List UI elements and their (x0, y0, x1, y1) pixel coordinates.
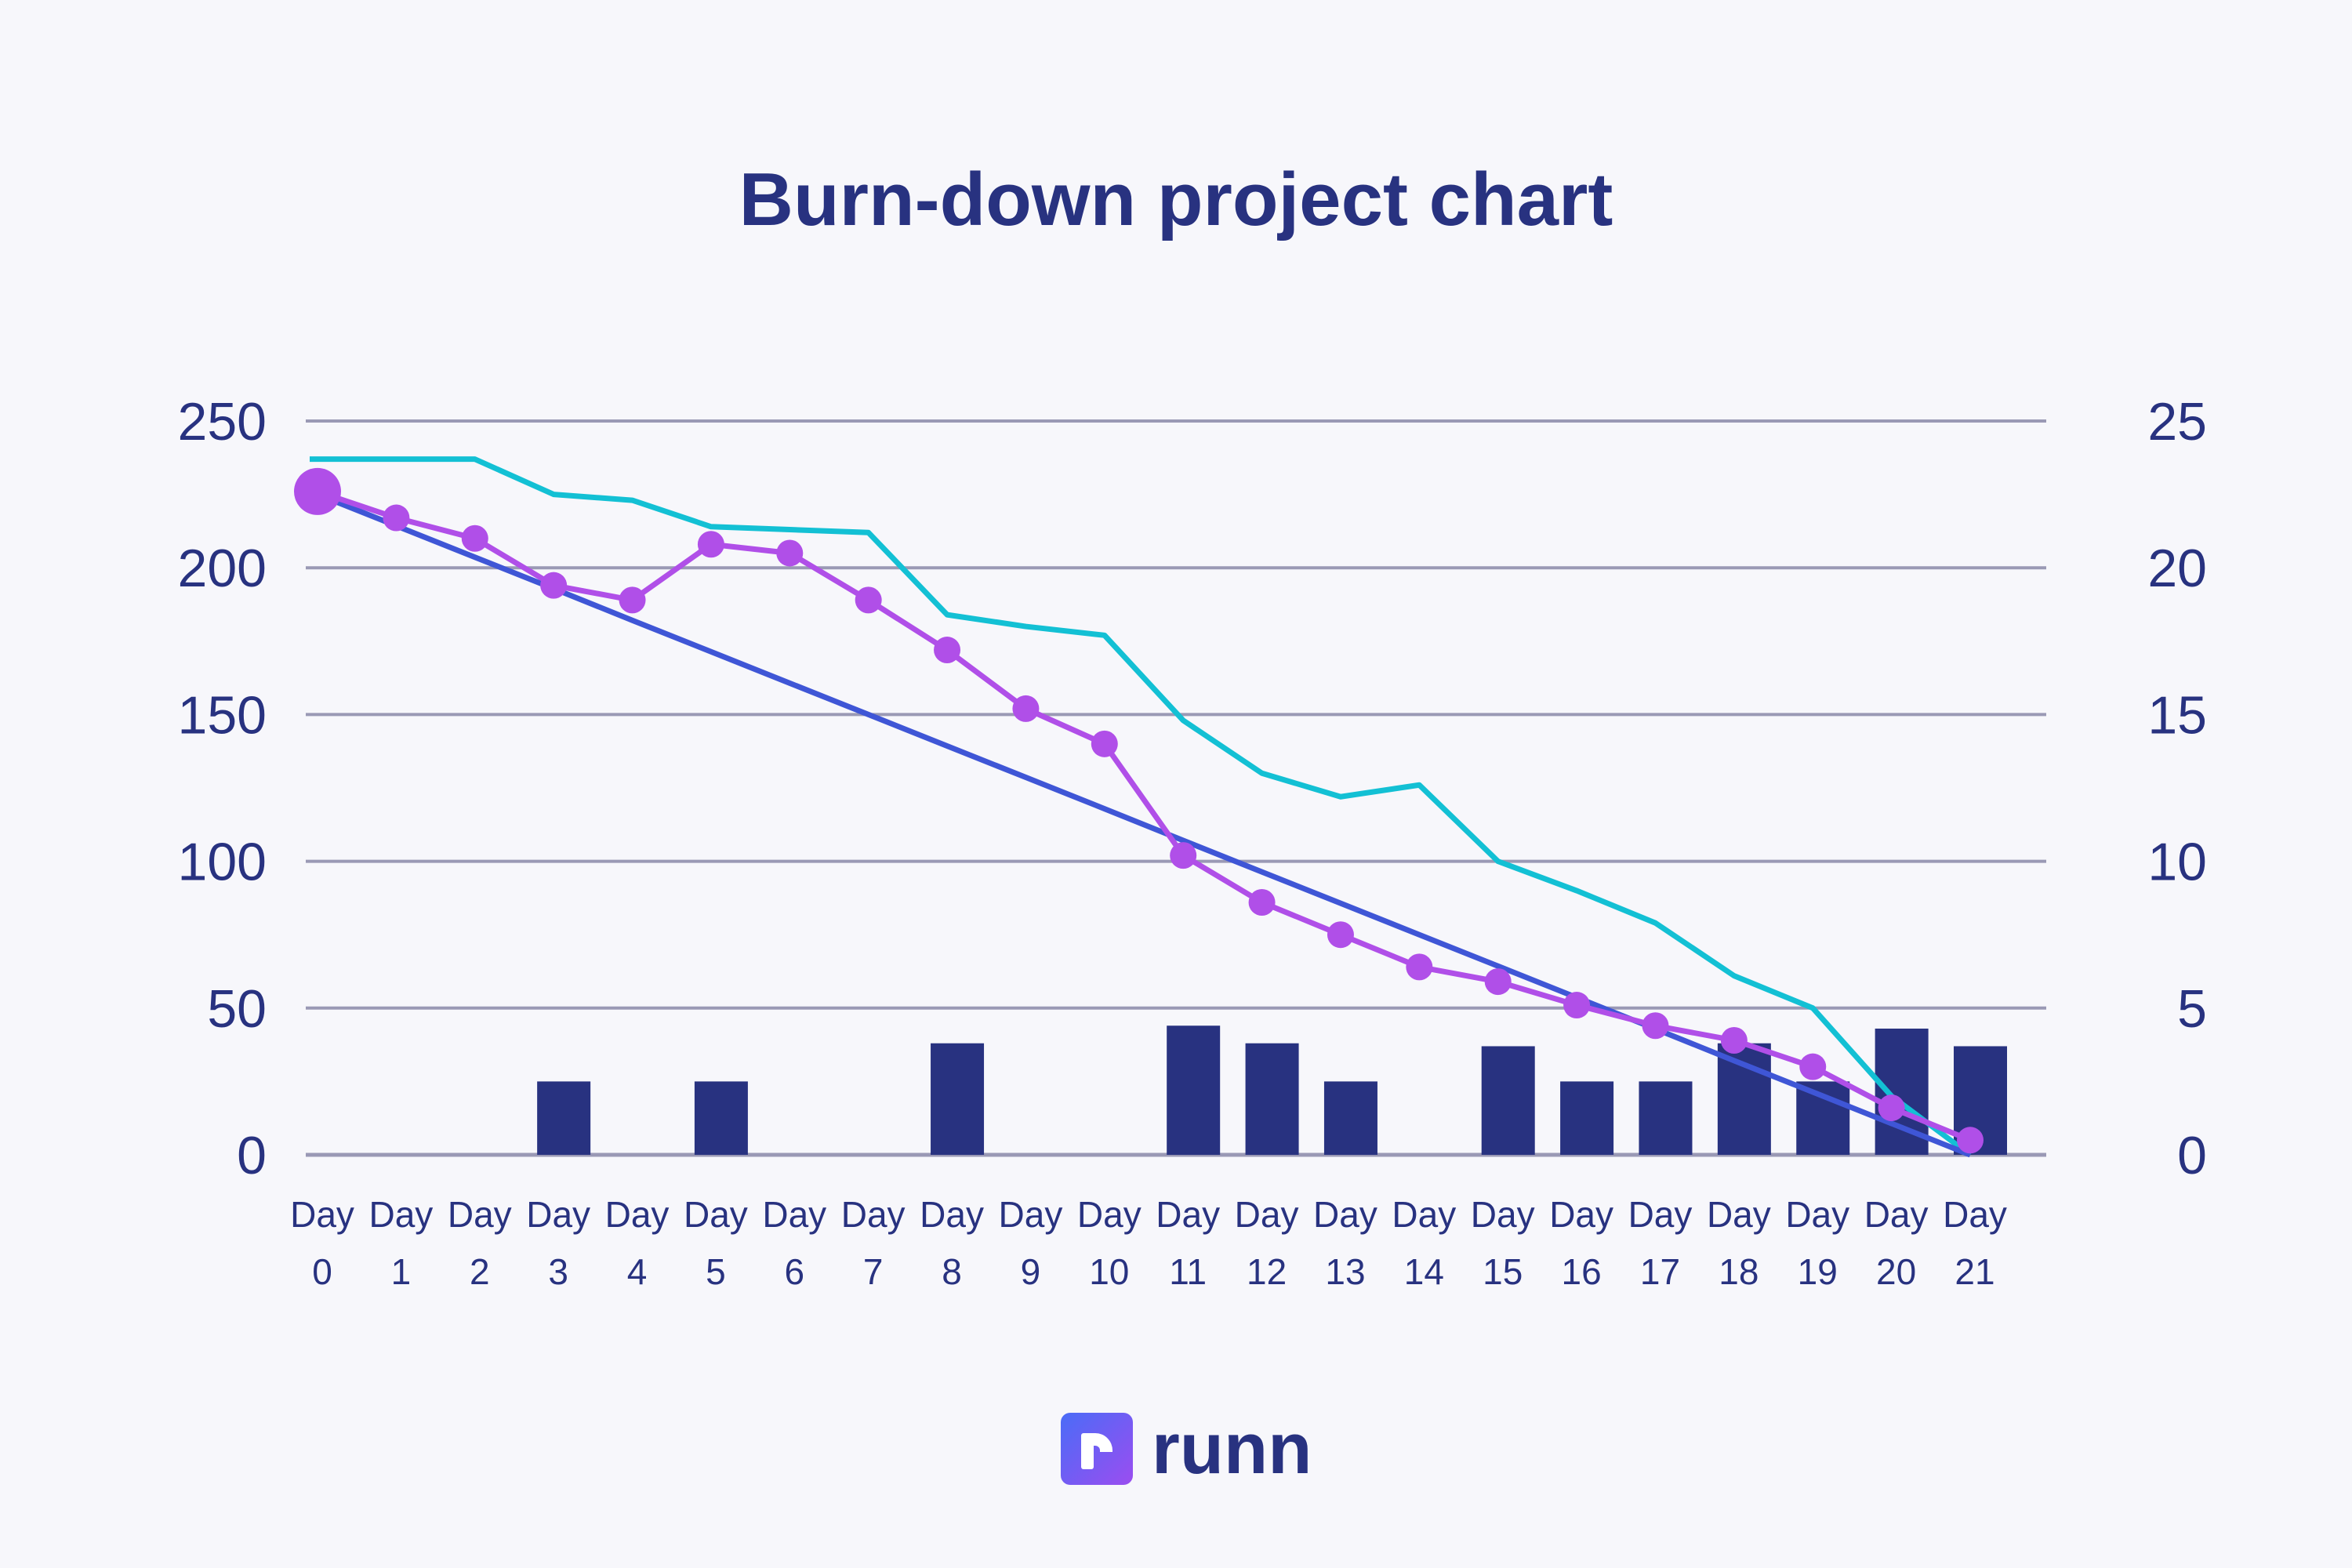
x-tick-label: Day 5 (684, 1194, 748, 1292)
y-right-tick-label: 0 (2177, 1126, 2207, 1185)
data-point (1878, 1094, 1905, 1122)
bar (1639, 1081, 1693, 1155)
x-tick-label: Day 4 (605, 1194, 670, 1292)
x-tick-label: Day 6 (762, 1194, 826, 1292)
series-line (310, 456, 1973, 1157)
data-point (697, 531, 724, 558)
bar (1245, 1043, 1299, 1155)
bar (1796, 1081, 1850, 1155)
data-point (1012, 695, 1040, 722)
y-right-tick-label: 20 (2147, 539, 2207, 598)
x-tick-label: Day 8 (920, 1194, 984, 1292)
bars-series (537, 1025, 2007, 1155)
x-tick-label: Day 12 (1235, 1194, 1299, 1292)
x-tick-label: Day 13 (1313, 1194, 1377, 1292)
y-left-tick-label: 250 (178, 392, 267, 452)
x-tick-label: Day 17 (1628, 1194, 1693, 1292)
runn-logo: runn (1061, 1411, 1312, 1486)
data-point (383, 504, 410, 532)
bar (537, 1081, 591, 1155)
y-left-tick-label: 50 (207, 979, 267, 1039)
data-point (1720, 1026, 1748, 1054)
bar (1323, 1081, 1377, 1155)
data-point (1248, 889, 1276, 916)
series-line (316, 488, 1972, 1143)
data-point (1170, 842, 1197, 869)
x-tick-label: Day 21 (1943, 1194, 2007, 1292)
data-point (540, 572, 568, 599)
y-left-tick-label: 0 (237, 1126, 267, 1185)
x-tick-label: Day 2 (448, 1194, 512, 1292)
x-tick-label: Day 11 (1156, 1194, 1220, 1292)
data-point (1091, 730, 1118, 757)
x-tick-label: Day 14 (1392, 1194, 1456, 1292)
x-tick-label: Day 10 (1077, 1194, 1142, 1292)
data-point (1484, 968, 1512, 996)
series-line (316, 492, 1972, 1158)
y-left-tick-label: 150 (178, 685, 267, 745)
y-right-tick-label: 10 (2147, 833, 2207, 892)
y-right-tick-label: 15 (2147, 685, 2207, 745)
data-point (1799, 1053, 1827, 1080)
x-tick-label: Day 0 (290, 1194, 354, 1292)
bar (694, 1081, 748, 1155)
x-tick-label: Day 1 (368, 1194, 433, 1292)
y-left-tick-label: 200 (178, 539, 267, 598)
logo-text: runn (1152, 1409, 1312, 1489)
y-axis-right: 0 5 10 15 20 25 (2147, 392, 2207, 1185)
data-point (294, 467, 341, 515)
x-tick-label: Day 16 (1549, 1194, 1613, 1292)
bar (1167, 1025, 1221, 1155)
chart-title: Burn-down project chart (739, 158, 1613, 241)
data-point (619, 586, 646, 614)
y-axis-left: 0 50 100 150 200 250 (178, 392, 267, 1185)
x-tick-label: Day 7 (841, 1194, 906, 1292)
x-tick-label: Day 3 (526, 1194, 590, 1292)
x-tick-label: Day 18 (1707, 1194, 1771, 1292)
y-left-tick-label: 100 (178, 833, 267, 892)
data-point (1957, 1127, 1984, 1154)
data-point (776, 539, 804, 567)
data-point (1406, 953, 1433, 981)
x-tick-label: Day 9 (999, 1194, 1063, 1292)
bar (1481, 1046, 1535, 1155)
data-point (855, 586, 882, 614)
runn-logo-icon (1061, 1413, 1133, 1485)
x-tick-label: Day 15 (1471, 1194, 1535, 1292)
x-tick-label: Day 20 (1864, 1194, 1929, 1292)
lines-series (294, 456, 1984, 1158)
x-tick-label: Day 19 (1785, 1194, 1849, 1292)
data-point (1563, 992, 1591, 1019)
y-right-tick-label: 25 (2147, 392, 2207, 452)
data-point (934, 637, 961, 664)
bar (931, 1043, 985, 1155)
data-point (1642, 1012, 1669, 1040)
data-point (1327, 921, 1354, 949)
y-right-tick-label: 5 (2177, 979, 2207, 1039)
data-point (461, 524, 488, 552)
bar (1560, 1081, 1614, 1155)
